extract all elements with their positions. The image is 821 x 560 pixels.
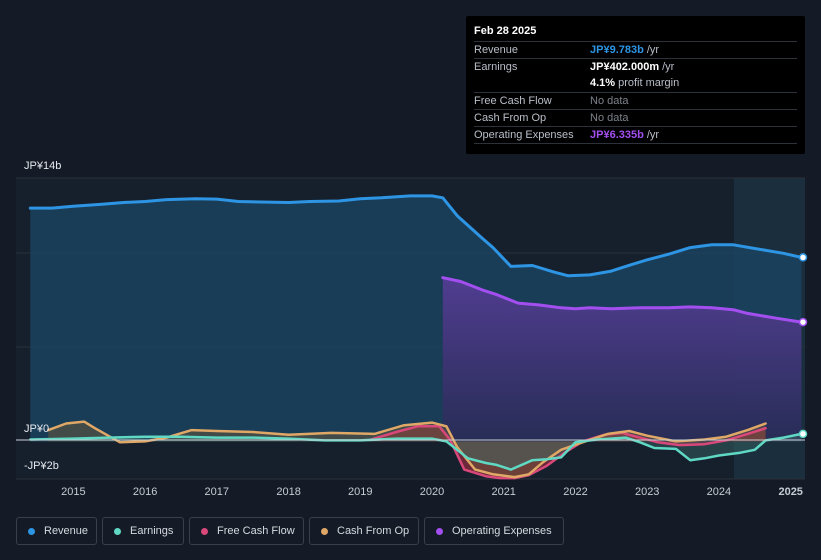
tooltip-value: JP¥6.335b/yr xyxy=(590,129,660,141)
opex-line xyxy=(441,276,803,324)
tooltip-row-fcf: Free Cash Flow No data xyxy=(474,92,797,110)
legend-item-earnings[interactable]: Earnings xyxy=(102,517,184,545)
fcf-area xyxy=(371,426,766,479)
x-tick-label: 2020 xyxy=(420,486,444,498)
legend-dot-icon xyxy=(114,527,121,535)
tooltip-label: Earnings xyxy=(474,61,518,73)
x-tick-label: 2016 xyxy=(133,486,157,498)
tooltip-row-earnings: Earnings JP¥402.000m/yr xyxy=(474,58,797,76)
tooltip-label: Revenue xyxy=(474,44,519,56)
x-tick-label: 2025 xyxy=(778,486,802,498)
tooltip-row-revenue: Revenue JP¥9.783b/yr xyxy=(474,41,797,59)
x-tick-label: 2023 xyxy=(635,486,659,498)
revenue-end-marker xyxy=(798,253,808,262)
tooltip-value: No data xyxy=(590,112,629,124)
tooltip-row-margin: 4.1% profit margin xyxy=(474,75,797,92)
tooltip-row-opex: Operating Expenses JP¥6.335b/yr xyxy=(474,126,797,144)
x-tick-label: 2024 xyxy=(707,486,731,498)
opex-end-marker xyxy=(798,317,808,327)
legend-dot-icon xyxy=(321,527,328,535)
earnings-area xyxy=(30,433,802,470)
legend-item-free-cash-flow[interactable]: Free Cash Flow xyxy=(189,517,304,545)
legend-label: Cash From Op xyxy=(337,525,410,537)
x-tick-label: 2021 xyxy=(491,486,515,498)
legend-item-operating-expenses[interactable]: Operating Expenses xyxy=(424,517,564,545)
legend-item-revenue[interactable]: Revenue xyxy=(16,517,97,545)
tooltip-label: Cash From Op xyxy=(474,112,547,124)
tooltip-label: Operating Expenses xyxy=(474,129,574,141)
opex-area xyxy=(442,277,802,442)
tooltip-value: JP¥9.783b/yr xyxy=(590,44,660,56)
x-tick-label: 2019 xyxy=(348,486,372,498)
tooltip-value: 4.1% profit margin xyxy=(590,77,680,89)
legend-dot-icon xyxy=(28,527,35,535)
x-tick-label: 2018 xyxy=(276,486,300,498)
cfo-line xyxy=(47,420,767,479)
x-tick-label: 2022 xyxy=(563,486,587,498)
tooltip-bottom-rule xyxy=(474,143,797,144)
x-tick-label: 2017 xyxy=(205,486,229,498)
revenue-line xyxy=(28,194,803,278)
legend-label: Free Cash Flow xyxy=(217,525,295,537)
tooltip-value: JP¥402.000m/yr xyxy=(590,61,675,73)
tooltip-label: Free Cash Flow xyxy=(474,95,552,107)
legend-dot-icon xyxy=(201,527,208,535)
tooltip-value: No data xyxy=(590,95,629,107)
tooltip-row-cfo: Cash From Op No data xyxy=(474,109,797,127)
y-label-zero: JP¥0 xyxy=(24,423,50,435)
legend-label: Operating Expenses xyxy=(452,525,552,537)
tooltip-panel: Feb 28 2025 Revenue JP¥9.783b/yr Earning… xyxy=(466,16,805,154)
legend-label: Earnings xyxy=(130,525,174,537)
tooltip-date: Feb 28 2025 xyxy=(474,25,537,37)
x-tick-label: 2015 xyxy=(61,486,85,498)
legend-label: Revenue xyxy=(44,525,89,537)
legend-dot-icon xyxy=(436,527,443,535)
y-label-bottom: -JP¥2b xyxy=(24,460,59,472)
legend-item-cash-from-op[interactable]: Cash From Op xyxy=(309,517,419,545)
cfo-area xyxy=(48,421,766,478)
y-label-top: JP¥14b xyxy=(24,160,62,172)
earnings-line xyxy=(29,432,803,471)
earnings-end-marker xyxy=(798,429,808,439)
